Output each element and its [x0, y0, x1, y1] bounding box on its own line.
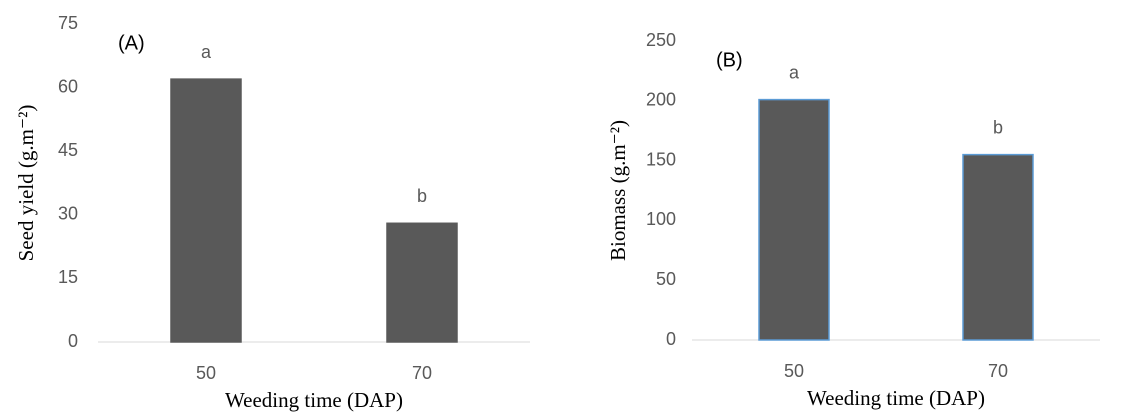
bar-label: b [417, 186, 427, 206]
y-tick-label: 15 [58, 267, 78, 287]
y-tick-label: 30 [58, 204, 78, 224]
y-tick-label: 200 [646, 90, 676, 110]
y-tick-label: 45 [58, 140, 78, 160]
y-tick-label: 50 [656, 269, 676, 289]
y-tick-label: 60 [58, 76, 78, 96]
y-tick-label: 100 [646, 209, 676, 229]
y-tick-label: 150 [646, 149, 676, 169]
x-tick-label: 50 [784, 361, 804, 381]
y-tick-label: 75 [58, 13, 78, 33]
y-axis-label: Biomass (g.m⁻²) [606, 120, 630, 261]
y-axis-label: Seed yield (g.m⁻²) [14, 105, 38, 262]
bar [386, 222, 458, 343]
x-tick-label: 70 [412, 363, 432, 383]
panel-label: (B) [716, 49, 743, 71]
y-tick-label: 250 [646, 30, 676, 50]
x-tick-label: 50 [196, 363, 216, 383]
x-tick-label: 70 [988, 361, 1008, 381]
panel-label: (A) [118, 32, 145, 54]
y-tick-label: 0 [666, 329, 676, 349]
bar-label: a [201, 42, 212, 62]
bar-label: b [993, 117, 1003, 137]
y-tick-label: 0 [68, 331, 78, 351]
bar [758, 98, 830, 341]
bar [962, 153, 1034, 341]
x-axis-label: Weeding time (DAP) [807, 386, 985, 410]
bar [170, 78, 242, 343]
x-axis-label: Weeding time (DAP) [225, 388, 403, 412]
bar-label: a [789, 62, 800, 82]
